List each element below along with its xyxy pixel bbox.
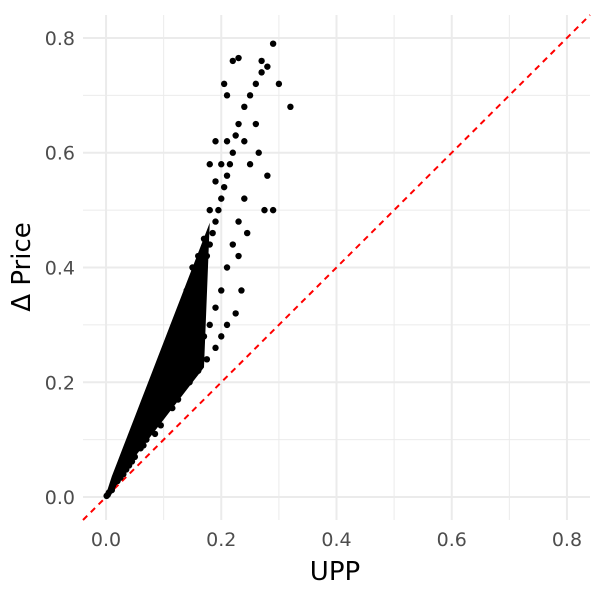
data-point — [212, 304, 219, 311]
data-point — [264, 63, 271, 70]
data-point — [206, 206, 213, 214]
y-tick-label: 0.8 — [45, 28, 75, 50]
data-point — [252, 120, 260, 128]
y-tick-label: 0.0 — [45, 487, 75, 509]
y-tick-label: 0.4 — [45, 258, 75, 280]
dense-point-cloud — [106, 222, 210, 495]
y-tick-label: 0.6 — [45, 143, 75, 165]
data-point — [223, 92, 231, 99]
data-point — [220, 183, 228, 191]
data-point — [215, 206, 222, 214]
data-point — [235, 120, 242, 128]
y-axis-title: Δ Price — [7, 222, 37, 311]
data-point — [206, 321, 213, 329]
x-axis-title: UPP — [310, 557, 360, 587]
grid — [83, 15, 590, 520]
data-point — [206, 161, 213, 168]
data-point — [212, 138, 219, 145]
data-point — [226, 161, 234, 168]
data-point — [252, 80, 260, 88]
data-point — [218, 287, 225, 294]
data-point — [264, 172, 271, 179]
x-tick-label: 0.8 — [552, 529, 582, 551]
data-point — [258, 57, 265, 65]
data-point — [223, 264, 231, 271]
x-tick-label: 0.2 — [206, 529, 236, 551]
x-tick-label: 0.4 — [321, 529, 351, 551]
data-point — [241, 195, 248, 202]
data-point — [229, 57, 236, 65]
data-point — [238, 287, 245, 294]
data-point — [203, 356, 211, 363]
data-point — [243, 229, 251, 237]
data-point — [218, 333, 225, 340]
data-point — [232, 310, 239, 317]
data-point — [235, 252, 242, 260]
data-point — [287, 103, 294, 111]
x-tick-label: 0.0 — [91, 529, 121, 551]
data-point — [223, 138, 231, 145]
data-point — [223, 321, 231, 329]
data-point — [258, 69, 265, 76]
x-axis-ticks: 0.0 0.2 0.4 0.6 0.8 — [91, 529, 582, 551]
data-point — [269, 206, 277, 214]
reference-line — [82, 14, 591, 521]
data-points — [103, 40, 294, 500]
identity-line — [82, 14, 591, 521]
x-tick-label: 0.6 — [437, 529, 467, 551]
data-point — [246, 92, 254, 99]
data-point — [241, 103, 248, 111]
data-point — [246, 161, 254, 168]
data-point — [235, 218, 242, 225]
data-point — [241, 138, 248, 145]
data-point — [232, 132, 239, 139]
data-point — [229, 149, 236, 156]
data-point — [103, 492, 110, 500]
data-point — [212, 344, 219, 352]
data-point — [218, 161, 225, 168]
data-point — [229, 241, 236, 248]
y-tick-label: 0.2 — [45, 372, 75, 394]
data-point — [223, 172, 231, 179]
data-point — [275, 80, 283, 88]
data-point — [218, 195, 225, 202]
data-point — [212, 178, 219, 185]
data-point — [269, 40, 277, 47]
y-axis-ticks: 0.0 0.2 0.4 0.6 0.8 — [45, 28, 75, 509]
data-point — [220, 80, 228, 88]
data-point — [235, 54, 242, 62]
data-point — [261, 206, 268, 214]
data-point — [209, 229, 216, 237]
data-point — [255, 149, 262, 156]
data-point — [212, 218, 219, 225]
